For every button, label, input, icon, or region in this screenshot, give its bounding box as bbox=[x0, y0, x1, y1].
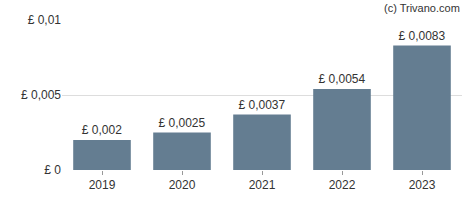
svg-text:£ 0,005: £ 0,005 bbox=[21, 88, 61, 102]
svg-text:2022: 2022 bbox=[329, 178, 356, 192]
svg-text:£ 0,0054: £ 0,0054 bbox=[318, 72, 365, 86]
svg-text:2021: 2021 bbox=[249, 178, 276, 192]
svg-text:£ 0,0025: £ 0,0025 bbox=[158, 116, 205, 130]
svg-text:£ 0,01: £ 0,01 bbox=[28, 13, 62, 27]
svg-text:£ 0,0037: £ 0,0037 bbox=[238, 98, 285, 112]
svg-text:2020: 2020 bbox=[169, 178, 196, 192]
svg-text:(c) Trivano.com: (c) Trivano.com bbox=[384, 2, 460, 14]
svg-text:£ 0,002: £ 0,002 bbox=[82, 123, 122, 137]
svg-text:2023: 2023 bbox=[409, 178, 436, 192]
svg-text:2019: 2019 bbox=[89, 178, 116, 192]
svg-text:£ 0: £ 0 bbox=[44, 163, 61, 177]
svg-text:£ 0,0083: £ 0,0083 bbox=[398, 29, 445, 43]
